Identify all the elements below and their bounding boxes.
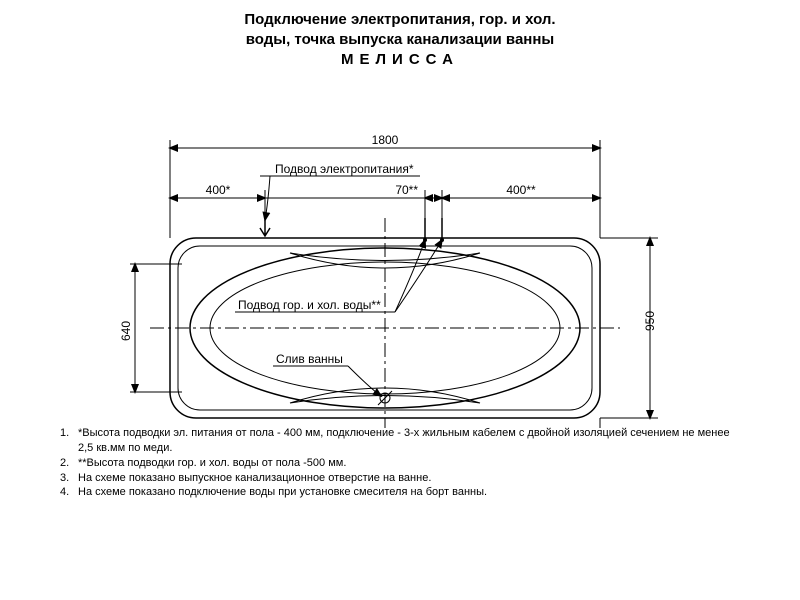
svg-text:950: 950	[643, 311, 657, 331]
svg-text:Слив ванны: Слив ванны	[276, 352, 343, 366]
note-2: **Высота подводки гор. и хол. воды от по…	[78, 456, 346, 471]
svg-text:70**: 70**	[395, 183, 418, 197]
note-4: На схеме показано подключение воды при у…	[78, 485, 487, 500]
note-3: На схеме показано выпускное канализацион…	[78, 471, 431, 486]
notes: 1.*Высота подводки эл. питания от пола -…	[0, 418, 800, 500]
note-1: *Высота подводки эл. питания от пола - 4…	[78, 426, 740, 456]
svg-text:400*: 400*	[206, 183, 231, 197]
title: Подключение электропитания, гор. и хол. …	[0, 0, 800, 49]
note-num-3: 3.	[60, 471, 78, 486]
svg-text:Подвод гор. и хол. воды**: Подвод гор. и хол. воды**	[238, 298, 381, 312]
svg-text:Подвод электропитания*: Подвод электропитания*	[275, 162, 414, 176]
drain-icon	[378, 391, 392, 405]
model-name: МЕЛИССА	[0, 51, 800, 68]
note-num-4: 4.	[60, 485, 78, 500]
drain-callout: Слив ванны	[273, 352, 381, 396]
diagram: 1800 400* 70** 400** 950 640 900	[0, 68, 800, 418]
svg-text:400**: 400**	[506, 183, 536, 197]
title-line2: воды, точка выпуска канализации ванны	[246, 31, 554, 48]
title-line1: Подключение электропитания, гор. и хол.	[244, 11, 555, 28]
note-num-1: 1.	[60, 426, 78, 456]
dim-overall-text: 1800	[372, 133, 399, 147]
dim-900: 900	[385, 418, 600, 428]
note-num-2: 2.	[60, 456, 78, 471]
svg-text:640: 640	[119, 321, 133, 341]
